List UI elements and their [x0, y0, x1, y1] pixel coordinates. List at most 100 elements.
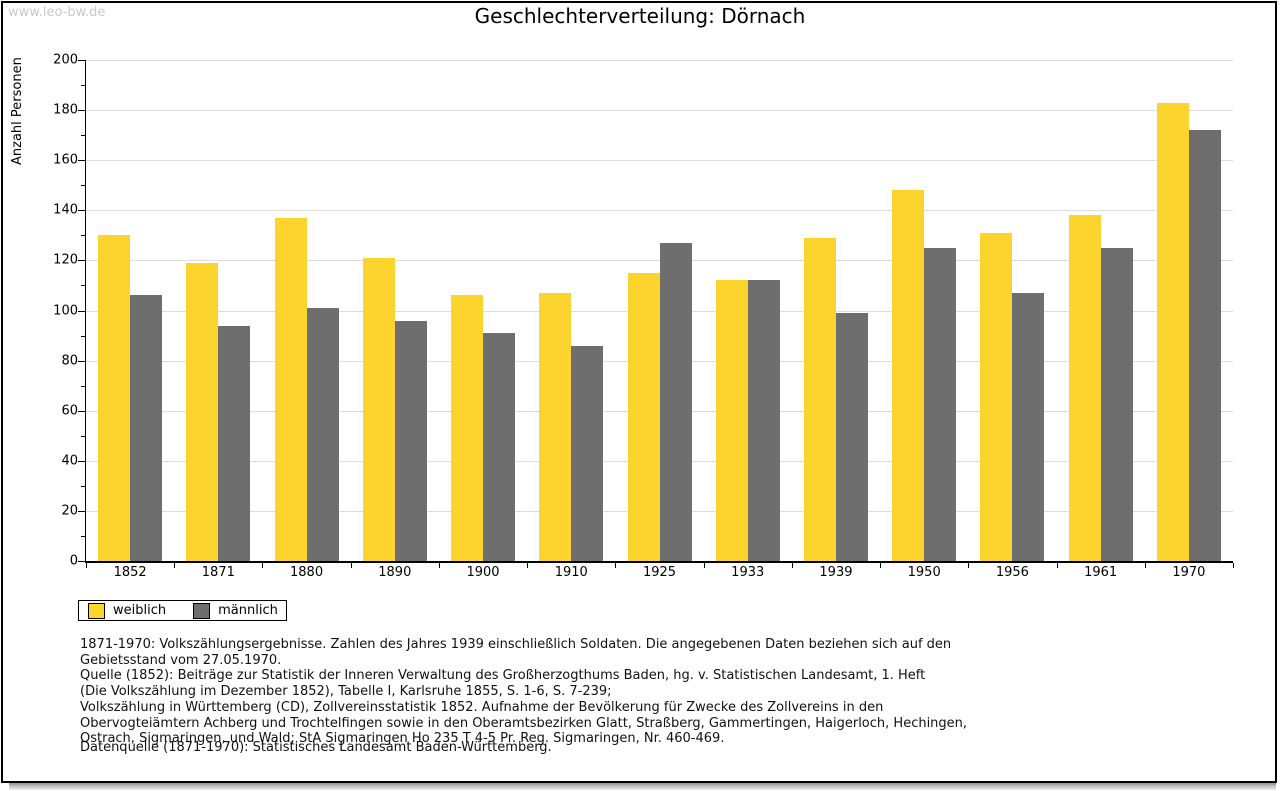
gridline [86, 210, 1233, 212]
gridline [86, 160, 1233, 162]
x-tick-label: 1939 [819, 565, 853, 580]
y-tick-label: 160 [53, 152, 78, 168]
bar-weiblich-1871 [186, 262, 219, 561]
gridline [86, 110, 1233, 112]
y-axis-minor-tick [81, 285, 85, 287]
bar-weiblich-1910 [539, 292, 572, 561]
bar-männlich-1950 [924, 247, 957, 561]
x-axis-tick [86, 563, 87, 568]
x-axis-tick [615, 563, 617, 568]
legend-swatch-maennlich [193, 602, 211, 619]
x-axis-tick [174, 563, 176, 568]
chart-title: Geschlechterverteilung: Dörnach [474, 4, 806, 28]
y-tick-label: 140 [53, 202, 78, 218]
footnote-line: Quelle (1852): Beiträge zur Statistik de… [80, 668, 926, 684]
x-tick-label: 1961 [1084, 565, 1118, 580]
x-axis-tick [703, 563, 705, 568]
x-tick-label: 1871 [201, 565, 235, 580]
y-tick-label: 120 [53, 252, 78, 268]
y-axis-minor-tick [81, 135, 85, 137]
y-axis-major-tick [78, 360, 85, 362]
y-tick-label: 0 [69, 553, 78, 569]
footnote-line: 1871-1970: Volkszählungsergebnisse. Zahl… [80, 637, 952, 652]
x-tick-label: 1880 [290, 565, 324, 580]
y-tick-label: 60 [61, 403, 78, 419]
y-tick-label: 180 [53, 102, 78, 118]
x-tick-label: 1950 [907, 565, 941, 580]
footnote-line: (Die Volkszählung im Dezember 1852), Tab… [80, 684, 612, 700]
plot-area: 0 20 40 60 80 100 120 140 160 180 200 1852 1871 1880 1… [53, 53, 1234, 580]
y-tick-label: 40 [61, 453, 78, 469]
footnotes: 1871-1970: Volkszählungsergebnisse. Zahl… [80, 637, 967, 747]
y-axis-minor-tick [81, 185, 85, 187]
x-axis-tick [880, 563, 882, 568]
x-tick-label: 1852 [113, 565, 147, 580]
x-tick-label: 1956 [995, 565, 1029, 580]
x-tick-label: 1970 [1172, 565, 1206, 580]
legend-label-weiblich: weiblich [113, 603, 167, 618]
x-axis-tick [791, 563, 793, 568]
y-axis-minor-tick [81, 85, 85, 87]
legend-swatch-weiblich [88, 602, 105, 619]
y-tick-label: 200 [53, 52, 78, 68]
x-tick-label: 1925 [642, 565, 677, 580]
bar-weiblich-1933 [715, 280, 748, 561]
bar-weiblich-1880 [274, 217, 307, 561]
y-tick-label: 100 [53, 303, 78, 318]
bar-männlich-1871 [218, 325, 251, 561]
y-axis-major-tick [78, 561, 85, 562]
footnote-line: Obervogteiämtern Achberg und Trochtelfin… [80, 715, 968, 731]
frame-drop-shadow [9, 783, 1276, 790]
x-axis-tick [350, 563, 352, 568]
x-tick-label: 1933 [731, 565, 765, 580]
bar-männlich-1880 [306, 308, 339, 561]
watermark: www.leo-bw.de [8, 5, 106, 20]
x-tick-label: 1910 [554, 565, 588, 580]
y-axis-minor-tick [81, 435, 85, 437]
y-axis-major-tick [78, 60, 85, 61]
y-axis-minor-tick [81, 335, 85, 337]
x-axis-tick [438, 563, 440, 568]
bar-weiblich-1970 [1156, 102, 1189, 561]
legend-label-maennlich: männlich [218, 603, 278, 618]
bar-männlich-1956 [1012, 292, 1045, 561]
footnote-line: Gebietsstand vom 27.05.1970. [80, 652, 282, 668]
y-axis-major-tick [78, 510, 85, 512]
y-axis-minor-tick [81, 535, 85, 537]
bar-männlich-1890 [394, 320, 427, 561]
bar-männlich-1910 [571, 345, 604, 561]
x-tick-label: 1890 [378, 565, 412, 580]
bar-männlich-1961 [1100, 247, 1133, 561]
bar-männlich-1970 [1188, 130, 1221, 561]
x-axis-tick [527, 563, 529, 568]
bar-weiblich-1900 [451, 295, 484, 561]
bar-männlich-1852 [130, 295, 163, 561]
x-axis-tick [1144, 563, 1146, 568]
bar-weiblich-1890 [362, 257, 395, 561]
y-axis-major-tick [78, 460, 85, 462]
y-axis-major-tick [78, 210, 85, 212]
y-axis-title: Anzahl Personen [10, 57, 25, 165]
y-axis-major-tick [78, 110, 85, 112]
bar-weiblich-1956 [980, 232, 1013, 561]
y-tick-label: 20 [61, 503, 78, 519]
y-axis-major-tick [78, 410, 85, 412]
bar-weiblich-1852 [98, 235, 131, 561]
x-axis-tick [262, 563, 264, 568]
y-axis-minor-tick [81, 385, 85, 387]
x-axis-tick [968, 563, 970, 568]
x-axis-tick [1233, 563, 1234, 568]
datasource-line: Datenquelle (1871-1970): Statistisches L… [80, 740, 552, 755]
y-axis-major-tick [78, 260, 85, 262]
y-tick-label: 80 [61, 353, 78, 369]
bar-weiblich-1961 [1068, 215, 1101, 561]
x-axis-tick [1056, 563, 1058, 568]
y-axis-major-tick [78, 160, 85, 162]
footnote-line: Ostrach, Sigmaringen, und Wald; StA Sigm… [80, 731, 725, 747]
bar-männlich-1900 [483, 333, 516, 561]
bar-männlich-1939 [835, 313, 868, 561]
bar-weiblich-1939 [803, 237, 836, 561]
y-axis-minor-tick [81, 485, 85, 487]
y-axis-minor-tick [81, 235, 85, 237]
